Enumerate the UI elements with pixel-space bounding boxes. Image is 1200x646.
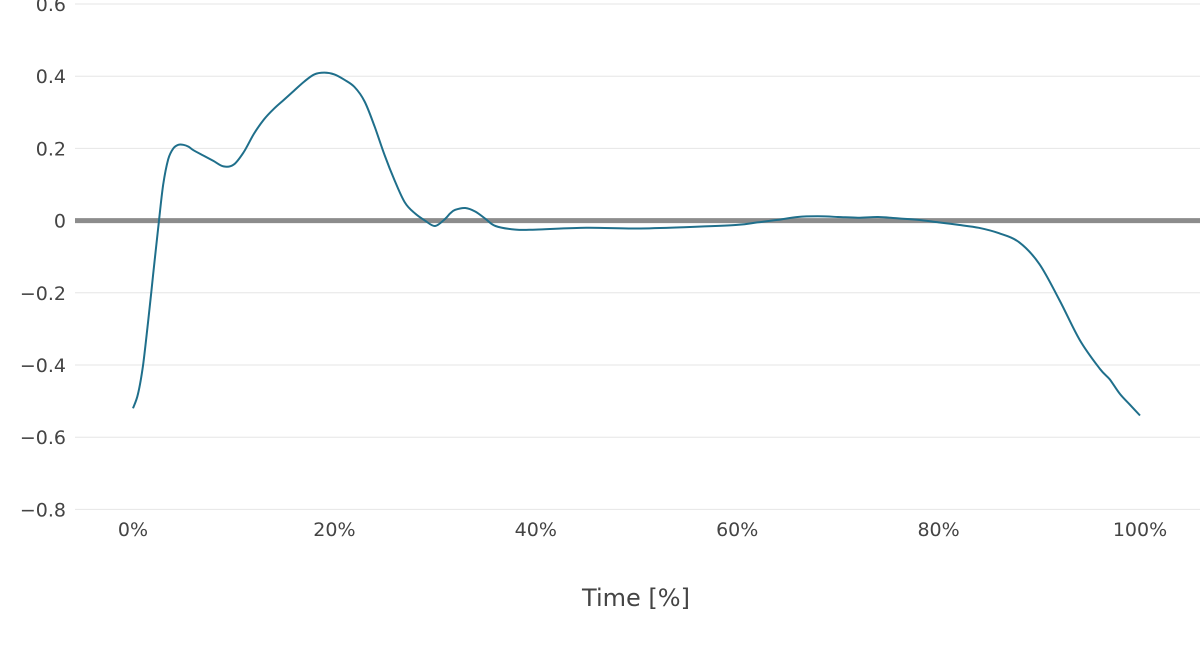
x-tick-label: 80% — [917, 519, 959, 541]
x-tick-label: 40% — [515, 519, 557, 541]
y-tick-label: −0.2 — [20, 283, 66, 305]
x-tick-label: 100% — [1113, 519, 1167, 541]
series-line — [132, 71, 1141, 417]
x-axis-title: Time [%] — [581, 584, 690, 612]
x-tick-label: 0% — [118, 519, 148, 541]
y-tick-label: −0.4 — [20, 355, 66, 377]
y-axis-tick-labels: 0.6 0.4 0.2 0 −0.2 −0.4 −0.6 −0.8 — [20, 0, 66, 521]
y-tick-label: −0.6 — [20, 427, 66, 449]
x-axis-tick-labels: 0% 20% 40% 60% 80% 100% — [118, 519, 1167, 541]
y-tick-label: 0.6 — [36, 0, 66, 16]
grid-lines — [75, 3, 1200, 510]
y-tick-label: 0 — [54, 211, 66, 233]
y-tick-label: −0.8 — [20, 499, 66, 521]
x-tick-label: 60% — [716, 519, 758, 541]
x-tick-label: 20% — [313, 519, 355, 541]
y-tick-label: 0.4 — [36, 66, 66, 88]
y-tick-label: 0.2 — [36, 138, 66, 160]
